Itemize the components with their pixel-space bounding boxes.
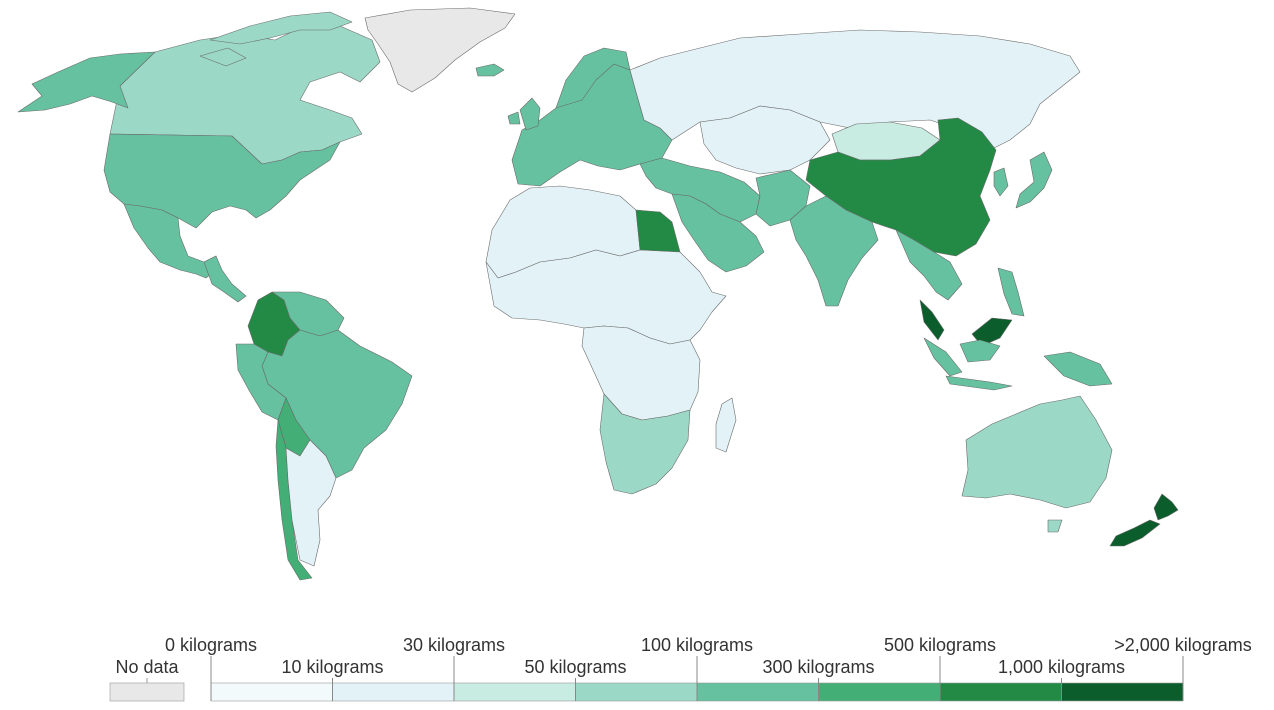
- legend-swatch-6: [939, 682, 1062, 702]
- region-malaysia[interactable]: Malaysia: [919, 299, 1013, 347]
- legend-swatch-2: [453, 682, 576, 702]
- world-map: Greenland Canada Canada Alaska United St…: [17, 7, 1179, 581]
- legend-no-data: No data: [109, 657, 185, 702]
- legend-swatch-5: [818, 682, 941, 702]
- region-korea[interactable]: Japan: [993, 167, 1009, 197]
- legend-no-data-label: No data: [115, 657, 179, 677]
- legend-swatch-0: [210, 682, 333, 702]
- legend-threshold-label: >2,000 kilograms: [1114, 635, 1252, 655]
- legend-no-data-swatch: [109, 682, 185, 702]
- legend-threshold-label: 30 kilograms: [403, 635, 505, 655]
- region-greenland[interactable]: Greenland: [364, 7, 516, 93]
- region-canada-islands[interactable]: Canada: [199, 11, 353, 67]
- region-new-zealand[interactable]: New Zealand: [1109, 493, 1179, 547]
- legend-threshold-label: 100 kilograms: [641, 635, 753, 655]
- legend-threshold-label: 0 kilograms: [165, 635, 257, 655]
- legend: No data 0 kilograms 10 kilograms 30 kilogr…: [109, 635, 1252, 702]
- region-central-africa[interactable]: Argentina: [581, 325, 701, 421]
- region-russia[interactable]: Russia: [629, 29, 1081, 151]
- legend-threshold-label: 10 kilograms: [281, 657, 383, 677]
- legend-threshold-label: 500 kilograms: [884, 635, 996, 655]
- region-uk-ireland[interactable]: Saudi Arabia: [507, 97, 541, 131]
- legend-threshold-label: 1,000 kilograms: [998, 657, 1125, 677]
- legend-threshold-label: 300 kilograms: [762, 657, 874, 677]
- region-iceland[interactable]: Saudi Arabia: [475, 63, 505, 77]
- legend-threshold-label: 50 kilograms: [524, 657, 626, 677]
- region-tasmania[interactable]: Australia: [1047, 519, 1063, 533]
- legend-swatch-1: [332, 682, 455, 702]
- region-australia[interactable]: Australia: [961, 395, 1113, 509]
- region-philippines[interactable]: Indonesia: [997, 267, 1025, 317]
- region-sahel[interactable]: Argentina: [485, 249, 727, 345]
- region-india[interactable]: India: [789, 195, 879, 307]
- region-southeast-asia[interactable]: Saudi Arabia: [895, 229, 963, 301]
- region-madagascar[interactable]: Argentina: [715, 397, 737, 453]
- legend-swatch-4: [696, 682, 819, 702]
- region-scandinavia[interactable]: Saudi Arabia: [555, 47, 631, 109]
- region-indonesia[interactable]: Indonesia: [923, 337, 1113, 391]
- region-argentina[interactable]: Argentina: [285, 439, 337, 567]
- region-japan[interactable]: Japan: [1015, 151, 1053, 209]
- legend-swatch-7: [1061, 682, 1184, 702]
- region-central-america[interactable]: Mexico: [203, 255, 247, 303]
- region-egypt[interactable]: Egypt: [635, 209, 681, 253]
- region-southern-africa[interactable]: South Africa: [599, 393, 691, 495]
- legend-swatch-3: [575, 682, 698, 702]
- legend-scale: 0 kilograms 10 kilograms 30 kilograms 50 ki…: [165, 635, 1252, 702]
- region-alaska[interactable]: Alaska: [17, 51, 156, 113]
- region-saudi-arabia[interactable]: Saudi Arabia: [671, 193, 765, 273]
